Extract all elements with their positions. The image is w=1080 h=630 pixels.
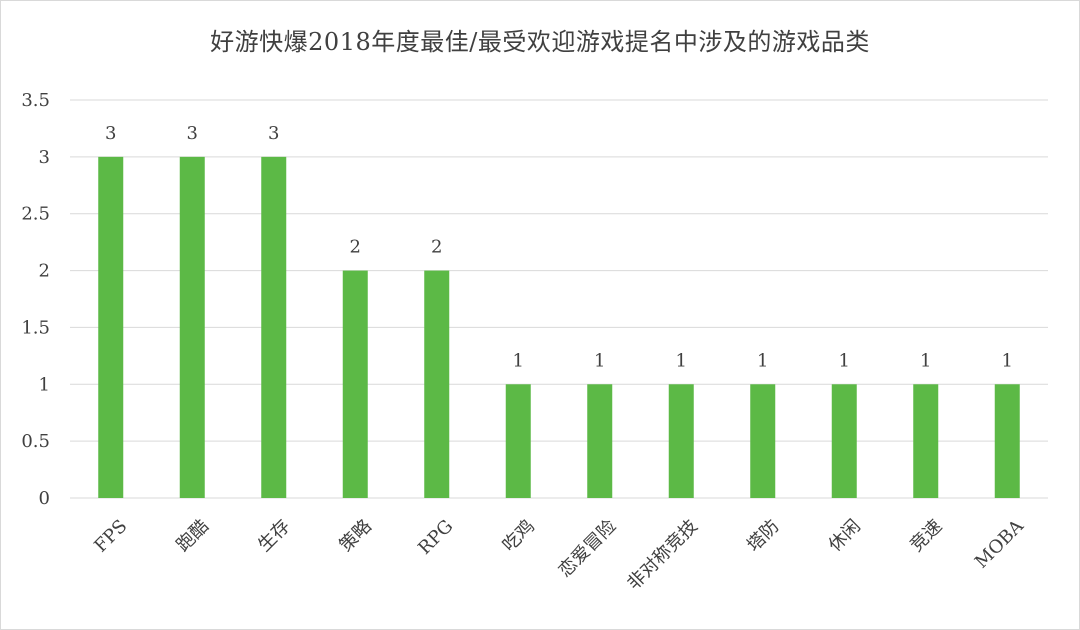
category-label: MOBA: [971, 515, 1029, 573]
y-tick-label: 3: [39, 147, 50, 168]
data-label: 2: [431, 237, 442, 258]
bar: [98, 156, 124, 498]
category-label: 休闲: [825, 516, 865, 556]
data-label: 3: [187, 123, 198, 144]
y-tick-label: 1: [39, 374, 50, 395]
category-label: 生存: [254, 516, 294, 556]
y-tick-label: 2.5: [21, 204, 50, 225]
data-label: 3: [268, 123, 279, 144]
category-label: 竞速: [906, 516, 946, 556]
bar: [668, 384, 694, 498]
category-label: 吃鸡: [499, 516, 539, 556]
category-label: FPS: [90, 516, 131, 557]
bar: [750, 384, 776, 498]
bar: [831, 384, 857, 498]
y-tick-label: 3.5: [21, 90, 50, 111]
data-label: 3: [105, 123, 116, 144]
data-label: 1: [757, 350, 768, 371]
chart-title: 好游快爆2018年度最佳/最受欢迎游戏提名中涉及的游戏品类: [210, 28, 870, 56]
bars: [98, 156, 1020, 498]
y-tick-label: 0.5: [21, 431, 50, 452]
data-label: 1: [920, 350, 931, 371]
y-tick-label: 2: [39, 261, 50, 282]
data-labels: 3 3 3 2 2 1 1 1 1 1 1 1: [105, 123, 1013, 371]
data-label: 1: [513, 350, 524, 371]
gridlines: [70, 99, 1048, 499]
category-label: RPG: [414, 516, 457, 559]
data-label: 1: [676, 350, 687, 371]
y-tick-label: 1.5: [21, 317, 50, 338]
bar: [994, 384, 1020, 498]
y-tick-label: 0: [39, 488, 50, 509]
category-label: 跑酷: [173, 516, 213, 556]
data-label: 2: [350, 237, 361, 258]
data-label: 1: [594, 350, 605, 371]
data-label: 1: [1002, 350, 1013, 371]
x-axis-categories: FPS 跑酷 生存 策略 RPG 吃鸡 恋爱冒险 非对称竞技 塔防 休闲 竞速 MOBA: [90, 515, 1028, 594]
bar: [179, 156, 205, 498]
category-label: 塔防: [743, 516, 783, 556]
category-label: 非对称竞技: [623, 516, 701, 594]
bar: [424, 270, 450, 498]
bar: [913, 384, 939, 498]
data-label: 1: [839, 350, 850, 371]
bar: [505, 384, 531, 498]
y-axis-ticks: 0 0.5 1 1.5 2 2.5 3 3.5: [21, 90, 50, 509]
bar: [342, 270, 368, 498]
category-label: 策略: [336, 516, 376, 556]
bar: [587, 384, 613, 498]
category-label: 恋爱冒险: [554, 515, 620, 581]
bar: [261, 156, 287, 498]
